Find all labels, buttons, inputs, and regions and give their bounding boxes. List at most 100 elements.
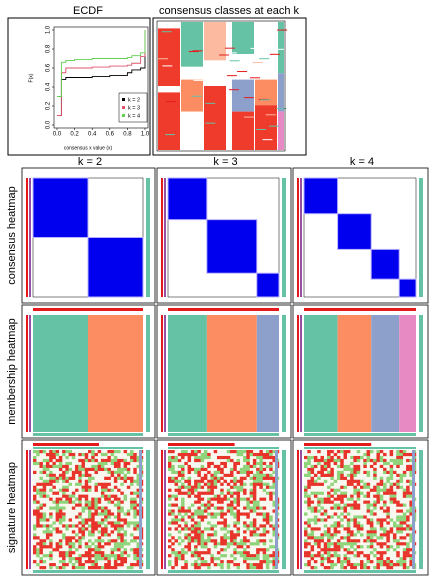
signature-cell: [39, 560, 43, 564]
signature-cell: [78, 503, 82, 507]
signature-cell: [226, 509, 231, 513]
signature-cell: [327, 542, 331, 546]
signature-cell: [223, 473, 227, 477]
signature-cell: [249, 506, 254, 510]
signature-cell: [379, 557, 384, 561]
signature-cell: [68, 461, 73, 466]
signature-cell: [307, 470, 311, 474]
signature-cell: [187, 542, 192, 546]
signature-cell: [363, 452, 367, 457]
signature-cell: [45, 494, 50, 498]
signature-cell: [272, 563, 276, 567]
signature-cell: [194, 470, 198, 474]
signature-cell: [104, 452, 108, 457]
consensus-halo: [206, 219, 258, 274]
signature-cell: [353, 566, 357, 570]
signature-cell: [236, 458, 241, 463]
signature-cell: [313, 518, 318, 522]
signature-cell: [39, 450, 43, 454]
signature-cell: [177, 542, 182, 546]
signature-cell: [120, 533, 124, 537]
signature-cell: [243, 488, 247, 492]
signature-cell: [197, 479, 201, 483]
signature-cell: [45, 467, 50, 472]
signature-cell: [126, 461, 131, 466]
signature-cell: [78, 473, 82, 477]
side-bar: [161, 450, 163, 569]
signature-cell: [406, 533, 410, 537]
signature-cell: [259, 566, 263, 570]
signature-cell: [36, 450, 40, 454]
legend-label: k = 3: [128, 105, 140, 111]
signature-cell: [216, 479, 221, 483]
signature-cell: [356, 506, 361, 510]
signature-cell: [340, 494, 344, 498]
signature-cell: [346, 542, 351, 546]
signature-cell: [181, 527, 185, 531]
signature-cell: [52, 476, 56, 480]
side-bar: [419, 315, 423, 432]
bottom-bar: [33, 433, 143, 436]
signature-cell: [33, 524, 37, 528]
signature-cell: [323, 545, 328, 549]
signature-cell: [81, 518, 85, 522]
signature-cell: [369, 527, 374, 531]
membership-band: [304, 315, 338, 432]
signature-cell: [340, 524, 344, 528]
signature-cell: [262, 551, 267, 555]
signature-cell: [310, 470, 315, 474]
signature-cell: [353, 473, 357, 477]
signature-cell: [174, 503, 178, 507]
signature-cell: [406, 548, 410, 552]
signature-cell: [126, 566, 131, 570]
signature-cell: [210, 485, 214, 489]
signature-cell: [133, 563, 137, 567]
signature-cell: [84, 482, 89, 486]
signature-cell: [174, 482, 178, 486]
signature-cell: [88, 509, 92, 513]
class-band: [255, 105, 277, 150]
signature-cell: [236, 485, 241, 489]
signature-cell: [194, 551, 198, 555]
consensus-block: [88, 237, 143, 297]
signature-cell: [190, 452, 195, 457]
signature-cell: [350, 551, 354, 555]
signature-cell: [84, 479, 89, 483]
ecdf-line: [57, 30, 146, 116]
signature-cell: [42, 542, 47, 546]
signature-cell: [78, 467, 82, 472]
signature-cell: [62, 518, 66, 522]
signature-cell: [340, 485, 344, 489]
signature-cell: [223, 479, 227, 483]
signature-cell: [68, 557, 73, 561]
signature-cell: [373, 530, 377, 534]
signature-cell: [33, 485, 37, 489]
signature-cell: [52, 521, 56, 525]
signature-cell: [174, 476, 178, 480]
class-band: [158, 22, 180, 29]
membership-band: [399, 315, 416, 432]
signature-cell: [171, 467, 175, 472]
signature-cell: [336, 450, 341, 454]
signature-cell: [376, 482, 380, 486]
signature-cell: [133, 512, 137, 516]
signature-cell: [49, 566, 53, 570]
signature-cell: [262, 530, 267, 534]
signature-cell: [33, 527, 37, 531]
signature-cell: [226, 530, 231, 534]
signature-cell: [194, 527, 198, 531]
signature-cell: [233, 500, 237, 504]
signature-cell: [265, 560, 270, 564]
signature-cell: [181, 464, 185, 469]
signature-cell: [104, 563, 108, 567]
signature-cell: [39, 461, 43, 466]
signature-cell: [265, 521, 270, 525]
signature-cell: [120, 509, 124, 513]
signature-cell: [220, 554, 224, 558]
consensus-halo: [370, 248, 400, 280]
signature-cell: [120, 551, 124, 555]
signature-cell: [327, 515, 331, 519]
signature-cell: [389, 452, 394, 457]
signature-cell: [136, 473, 140, 477]
signature-cell: [84, 542, 89, 546]
